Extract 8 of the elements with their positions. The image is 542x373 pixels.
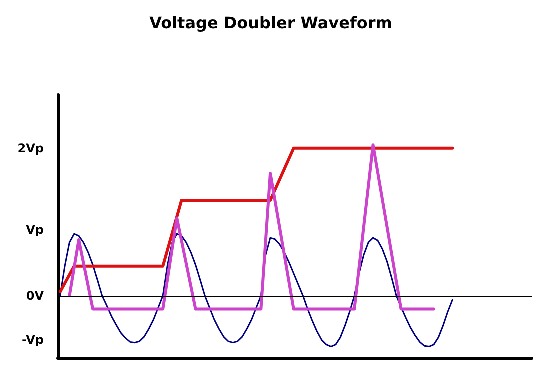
y-tick-label: 2Vp <box>18 141 44 156</box>
y-tick-label: 0V <box>26 289 45 304</box>
line-series <box>58 146 454 294</box>
line-series <box>68 144 436 311</box>
y-tick-label: Vp <box>26 223 44 238</box>
line-series <box>60 233 454 348</box>
y-tick-label: -Vp <box>22 333 44 348</box>
chart-title: Voltage Doubler Waveform <box>150 14 392 32</box>
